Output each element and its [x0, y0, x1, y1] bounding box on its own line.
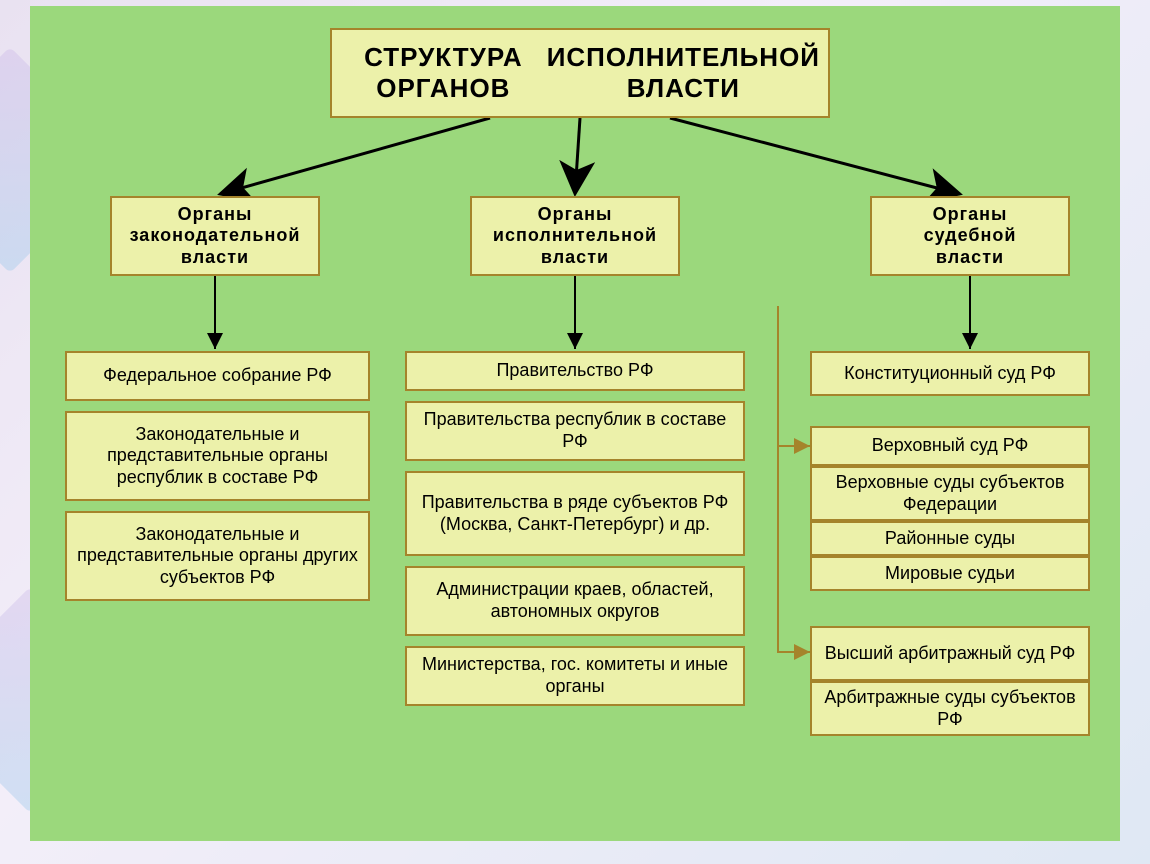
branch-head-executive: Органыисполнительнойвласти [470, 196, 680, 276]
title-line2: ИСПОЛНИТЕЛЬНОЙ ВЛАСТИ [547, 42, 820, 104]
legislative-cell-2: Законодательные и представительные орган… [65, 511, 370, 601]
frame: СТРУКТУРА ОРГАНОВИСПОЛНИТЕЛЬНОЙ ВЛАСТИОр… [0, 0, 1150, 864]
legislative-cell-1: Законодательные и представительные орган… [65, 411, 370, 501]
executive-cell-2: Правительства в ряде субъектов РФ (Москв… [405, 471, 745, 556]
branch-head-judicial: Органысудебнойвласти [870, 196, 1070, 276]
judicial-g0-cell-0: Конституционный суд РФ [810, 351, 1090, 396]
executive-cell-4: Министерства, гос. комитеты и иные орган… [405, 646, 745, 706]
title-line1: СТРУКТУРА ОРГАНОВ [340, 42, 547, 104]
executive-cell-1: Правительства республик в составе РФ [405, 401, 745, 461]
judicial-g1-cell-3: Мировые судьи [810, 556, 1090, 591]
diagram-panel: СТРУКТУРА ОРГАНОВИСПОЛНИТЕЛЬНОЙ ВЛАСТИОр… [30, 6, 1120, 841]
judicial-g1-cell-1: Верховные суды субъектов Федерации [810, 466, 1090, 521]
judicial-g2-cell-0: Высший арбитражный суд РФ [810, 626, 1090, 681]
executive-cell-3: Администрации краев, областей, автономны… [405, 566, 745, 636]
judicial-g1-cell-0: Верховный суд РФ [810, 426, 1090, 466]
executive-cell-0: Правительство РФ [405, 351, 745, 391]
judicial-g1-cell-2: Районные суды [810, 521, 1090, 556]
branch-head-legislative: Органызаконодательнойвласти [110, 196, 320, 276]
legislative-cell-0: Федеральное собрание РФ [65, 351, 370, 401]
diagram-title: СТРУКТУРА ОРГАНОВИСПОЛНИТЕЛЬНОЙ ВЛАСТИ [330, 28, 830, 118]
judicial-g2-cell-1: Арбитражные суды субъектов РФ [810, 681, 1090, 736]
